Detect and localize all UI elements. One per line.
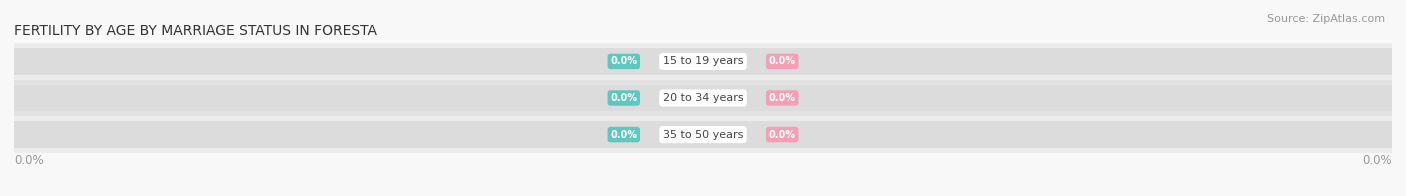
Bar	[14, 116, 1392, 153]
Text: 0.0%: 0.0%	[14, 154, 44, 167]
Text: 0.0%: 0.0%	[769, 93, 796, 103]
Text: FERTILITY BY AGE BY MARRIAGE STATUS IN FORESTA: FERTILITY BY AGE BY MARRIAGE STATUS IN F…	[14, 24, 377, 38]
Text: 0.0%: 0.0%	[769, 56, 796, 66]
Bar	[14, 80, 1392, 116]
Bar	[14, 85, 1392, 111]
Text: 0.0%: 0.0%	[610, 130, 637, 140]
Text: 0.0%: 0.0%	[610, 93, 637, 103]
Text: 35 to 50 years: 35 to 50 years	[662, 130, 744, 140]
Text: Source: ZipAtlas.com: Source: ZipAtlas.com	[1267, 14, 1385, 24]
Text: 0.0%: 0.0%	[610, 56, 637, 66]
Text: 15 to 19 years: 15 to 19 years	[662, 56, 744, 66]
Text: 0.0%: 0.0%	[1362, 154, 1392, 167]
Bar	[14, 43, 1392, 80]
Text: 20 to 34 years: 20 to 34 years	[662, 93, 744, 103]
Text: 0.0%: 0.0%	[769, 130, 796, 140]
Bar	[14, 121, 1392, 148]
Bar	[14, 48, 1392, 75]
